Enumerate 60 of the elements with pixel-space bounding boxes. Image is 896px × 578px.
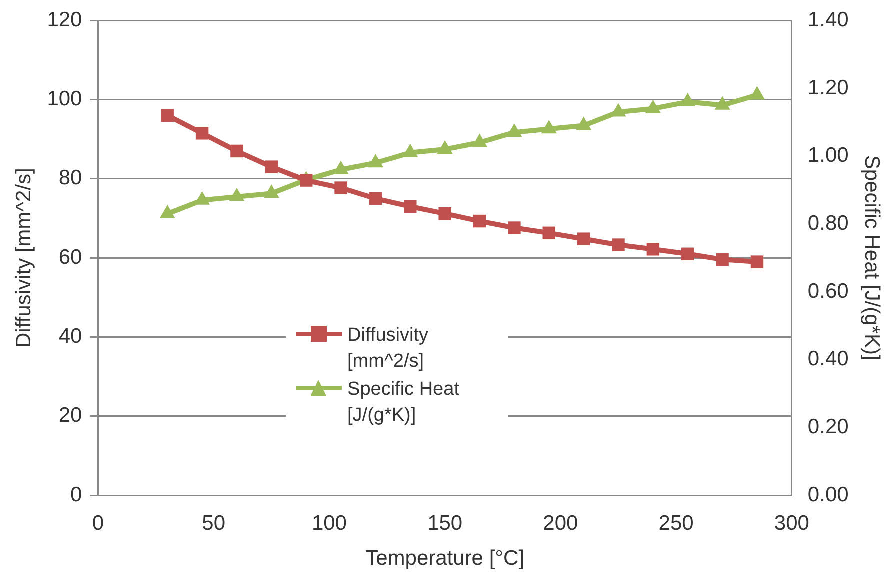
- x-tick-label: 100: [312, 512, 347, 535]
- point: [473, 214, 486, 228]
- x-tick-label: 0: [92, 512, 104, 535]
- legend-label: Diffusivity [mm^2/s]: [348, 324, 430, 374]
- point: [749, 86, 766, 100]
- point: [576, 116, 592, 130]
- point: [161, 109, 174, 122]
- y-axis-title: Diffusivity [mm^2/s]: [12, 168, 36, 348]
- point: [229, 188, 245, 202]
- point: [437, 140, 453, 154]
- y2-tick-label: 0.20: [808, 416, 849, 439]
- y2-tick-label: 0.00: [808, 483, 849, 506]
- point: [230, 144, 244, 158]
- point: [542, 226, 556, 240]
- y2-tick-label: 1.20: [808, 76, 849, 100]
- point: [645, 100, 661, 114]
- y2-tick-label: 0.40: [808, 348, 849, 371]
- point: [196, 127, 209, 140]
- y-tick-label: 20: [58, 404, 82, 428]
- point: [264, 184, 280, 198]
- point: [369, 192, 382, 206]
- point: [646, 243, 660, 256]
- x-tick-label: 150: [428, 512, 463, 535]
- point: [438, 207, 452, 220]
- y2-tick-label: 0.60: [808, 280, 849, 303]
- point: [333, 160, 349, 174]
- point: [612, 238, 625, 252]
- point: [682, 248, 694, 261]
- y-tick-label: 80: [58, 166, 82, 190]
- point: [716, 253, 729, 266]
- point: [680, 93, 696, 107]
- legend-label: Specific Heat [J/(g*K)]: [348, 378, 460, 428]
- point: [402, 144, 418, 158]
- y2-tick-label: 1.40: [808, 8, 849, 32]
- y-tick-label: 40: [58, 325, 82, 348]
- y-tick-label: 0: [70, 483, 82, 506]
- point: [577, 232, 590, 246]
- point: [265, 160, 278, 174]
- point: [160, 204, 176, 218]
- y-tick-label: 60: [58, 246, 82, 269]
- point: [472, 134, 488, 148]
- x-axis-title: Temperature [°C]: [366, 547, 525, 570]
- x-tick-label: 200: [543, 512, 578, 535]
- point: [368, 154, 384, 168]
- x-tick-label: 250: [658, 512, 694, 535]
- point: [404, 200, 417, 214]
- point: [714, 96, 730, 110]
- point: [506, 124, 522, 138]
- y2-axis-title: Specific Heat [J/(g*K)]: [860, 155, 884, 361]
- y-tick-label: 120: [47, 8, 82, 32]
- y2-tick-label: 0.80: [808, 212, 849, 235]
- point: [541, 120, 557, 134]
- x-tick-label: 300: [774, 512, 810, 535]
- point: [334, 182, 348, 194]
- y-tick-label: 100: [47, 88, 82, 111]
- point: [300, 174, 313, 187]
- point: [508, 222, 521, 234]
- point: [750, 256, 764, 268]
- x-tick-label: 50: [202, 512, 226, 535]
- y2-tick-label: 1.00: [808, 144, 849, 168]
